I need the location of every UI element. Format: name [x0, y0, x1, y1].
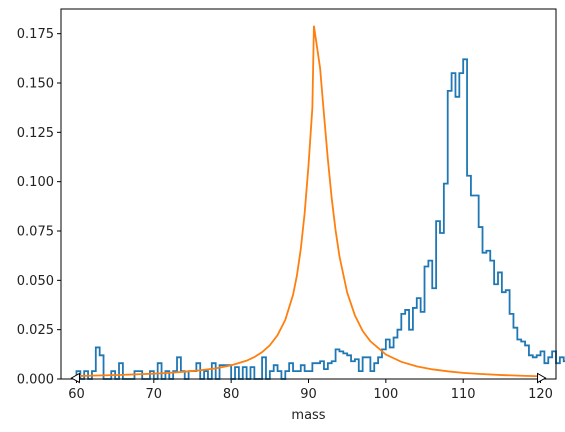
x-tick-label: 80 — [223, 387, 240, 402]
x-tick-label: 120 — [528, 387, 553, 402]
y-tick-label: 0.075 — [17, 225, 54, 240]
y-tick-label: 0.100 — [17, 175, 54, 190]
y-axis-ticks: 0.000 0.025 0.050 0.075 0.100 0.125 0.150 0.175 — [17, 27, 61, 388]
range-end-arrow — [537, 372, 547, 384]
x-tick-label: 60 — [68, 387, 85, 402]
range-start-arrow — [70, 372, 80, 384]
fit-curve — [76, 25, 541, 378]
x-axis-label: mass — [291, 408, 325, 423]
x-tick-label: 100 — [373, 387, 398, 402]
y-tick-label: 0.150 — [17, 77, 54, 92]
y-tick-label: 0.000 — [17, 373, 54, 388]
plot-frame — [60, 8, 557, 380]
y-tick-label: 0.175 — [17, 27, 54, 42]
y-tick-label: 0.025 — [17, 323, 54, 338]
x-tick-label: 90 — [300, 387, 317, 402]
range-arrow-markers — [70, 372, 547, 384]
x-axis-ticks: 60 70 80 90 100 110 120 — [68, 379, 553, 402]
histogram-steps — [75, 58, 565, 380]
y-tick-label: 0.050 — [17, 274, 54, 289]
x-tick-label: 70 — [146, 387, 163, 402]
y-tick-label: 0.125 — [17, 126, 54, 141]
x-tick-label: 110 — [451, 387, 476, 402]
plot-area — [75, 25, 565, 380]
